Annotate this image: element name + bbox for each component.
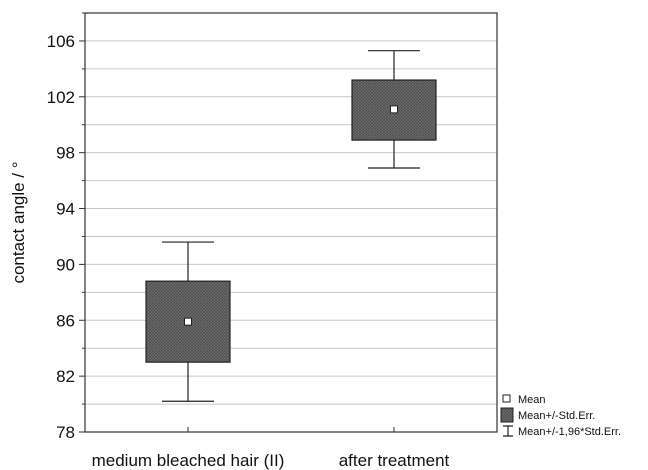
x-category-label: after treatment — [339, 451, 450, 470]
mean-marker — [390, 105, 398, 114]
legend-label-mean: Mean — [518, 394, 546, 406]
legend-label-std-err: Mean+/-Std.Err. — [518, 410, 595, 422]
y-tick-label: 82 — [56, 367, 75, 386]
x-category-label: medium bleached hair (II) — [92, 451, 285, 470]
x-axis-ticks: medium bleached hair (II) after treatment — [92, 427, 450, 470]
box-group — [351, 50, 437, 169]
y-axis-ticks: 78 82 86 90 94 98 102 106 — [47, 12, 85, 442]
y-tick-label: 90 — [56, 255, 75, 274]
y-tick-label: 78 — [56, 423, 75, 442]
box-group — [145, 241, 231, 402]
y-tick-label: 106 — [47, 32, 75, 51]
legend-label-ci: Mean+/-1,96*Std.Err. — [518, 426, 621, 438]
y-tick-label: 86 — [56, 311, 75, 330]
y-tick-label: 98 — [56, 144, 75, 163]
legend-mean-marker — [502, 394, 511, 403]
legend-box-swatch — [500, 407, 514, 423]
gridlines — [85, 12, 497, 405]
y-tick-label: 94 — [56, 200, 75, 219]
std-err-box — [145, 280, 231, 363]
mean-marker — [184, 317, 192, 326]
y-tick-label: 102 — [47, 88, 75, 107]
legend-whisker-symbol — [503, 425, 513, 437]
box-series — [145, 50, 437, 402]
y-axis-title: contact angle / ° — [9, 161, 28, 283]
legend: Mean Mean+/-Std.Err. Mean+/-1,96*Std.Err… — [500, 394, 621, 438]
plot-area-frame — [84, 12, 498, 433]
